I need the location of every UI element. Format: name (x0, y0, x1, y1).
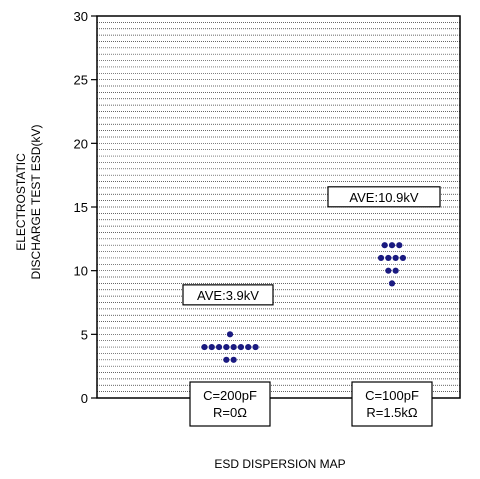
minor-grid (97, 22, 460, 392)
data-point (230, 356, 237, 363)
data-point (392, 267, 399, 274)
y-tick-label: 25 (74, 73, 88, 88)
average-label: AVE:3.9kV (197, 288, 259, 303)
data-point (226, 331, 234, 338)
average-box (327, 186, 441, 208)
data-point (208, 343, 215, 351)
data-point (388, 242, 396, 249)
average-box (182, 284, 274, 306)
condition-label-line2: R=0Ω (213, 405, 247, 420)
y-axis-label-line1: ELECTROSTATIC (14, 153, 28, 251)
data-point (215, 343, 223, 351)
data-point (392, 254, 399, 262)
average-label: AVE:10.9kV (349, 190, 418, 205)
data-point (396, 242, 403, 249)
data-point (223, 356, 230, 363)
y-tick-label: 0 (81, 391, 88, 406)
data-group: C=200pF R=0Ω AVE:3.9kV (182, 284, 274, 427)
y-tick-label: 10 (74, 264, 88, 279)
y-tick-label: 15 (74, 200, 88, 215)
y-tick-label: 20 (74, 136, 88, 151)
data-point (245, 343, 252, 351)
data-point (237, 343, 245, 351)
data-point (381, 242, 388, 249)
data-point (201, 343, 208, 351)
data-point (230, 343, 237, 351)
y-tick-label: 5 (81, 327, 88, 342)
data-point (385, 267, 392, 274)
y-tick-label: 30 (74, 9, 88, 24)
condition-label-line2: R=1.5kΩ (366, 405, 418, 420)
data-point (385, 254, 392, 262)
data-point (388, 280, 396, 287)
y-axis-ticks: 0 5 10 15 20 25 30 (74, 9, 97, 406)
condition-box (351, 381, 433, 427)
data-point (223, 343, 230, 351)
data-point (399, 254, 407, 262)
data-group: C=100pF R=1.5kΩ AVE:10.9kV (327, 186, 441, 427)
condition-label-line1: C=200pF (203, 388, 257, 403)
data-point (377, 254, 385, 262)
data-groups: C=200pF R=0Ω AVE:3.9kV C=100pF R=1.5kΩ AVE:10… (182, 186, 441, 427)
condition-box (189, 381, 271, 427)
data-point (252, 343, 259, 351)
x-axis-label: ESD DISPERSION MAP (214, 457, 345, 471)
condition-label-line1: C=100pF (365, 388, 419, 403)
y-axis-label-line2: DISCHARGE TEST ESD(kV) (29, 125, 43, 280)
